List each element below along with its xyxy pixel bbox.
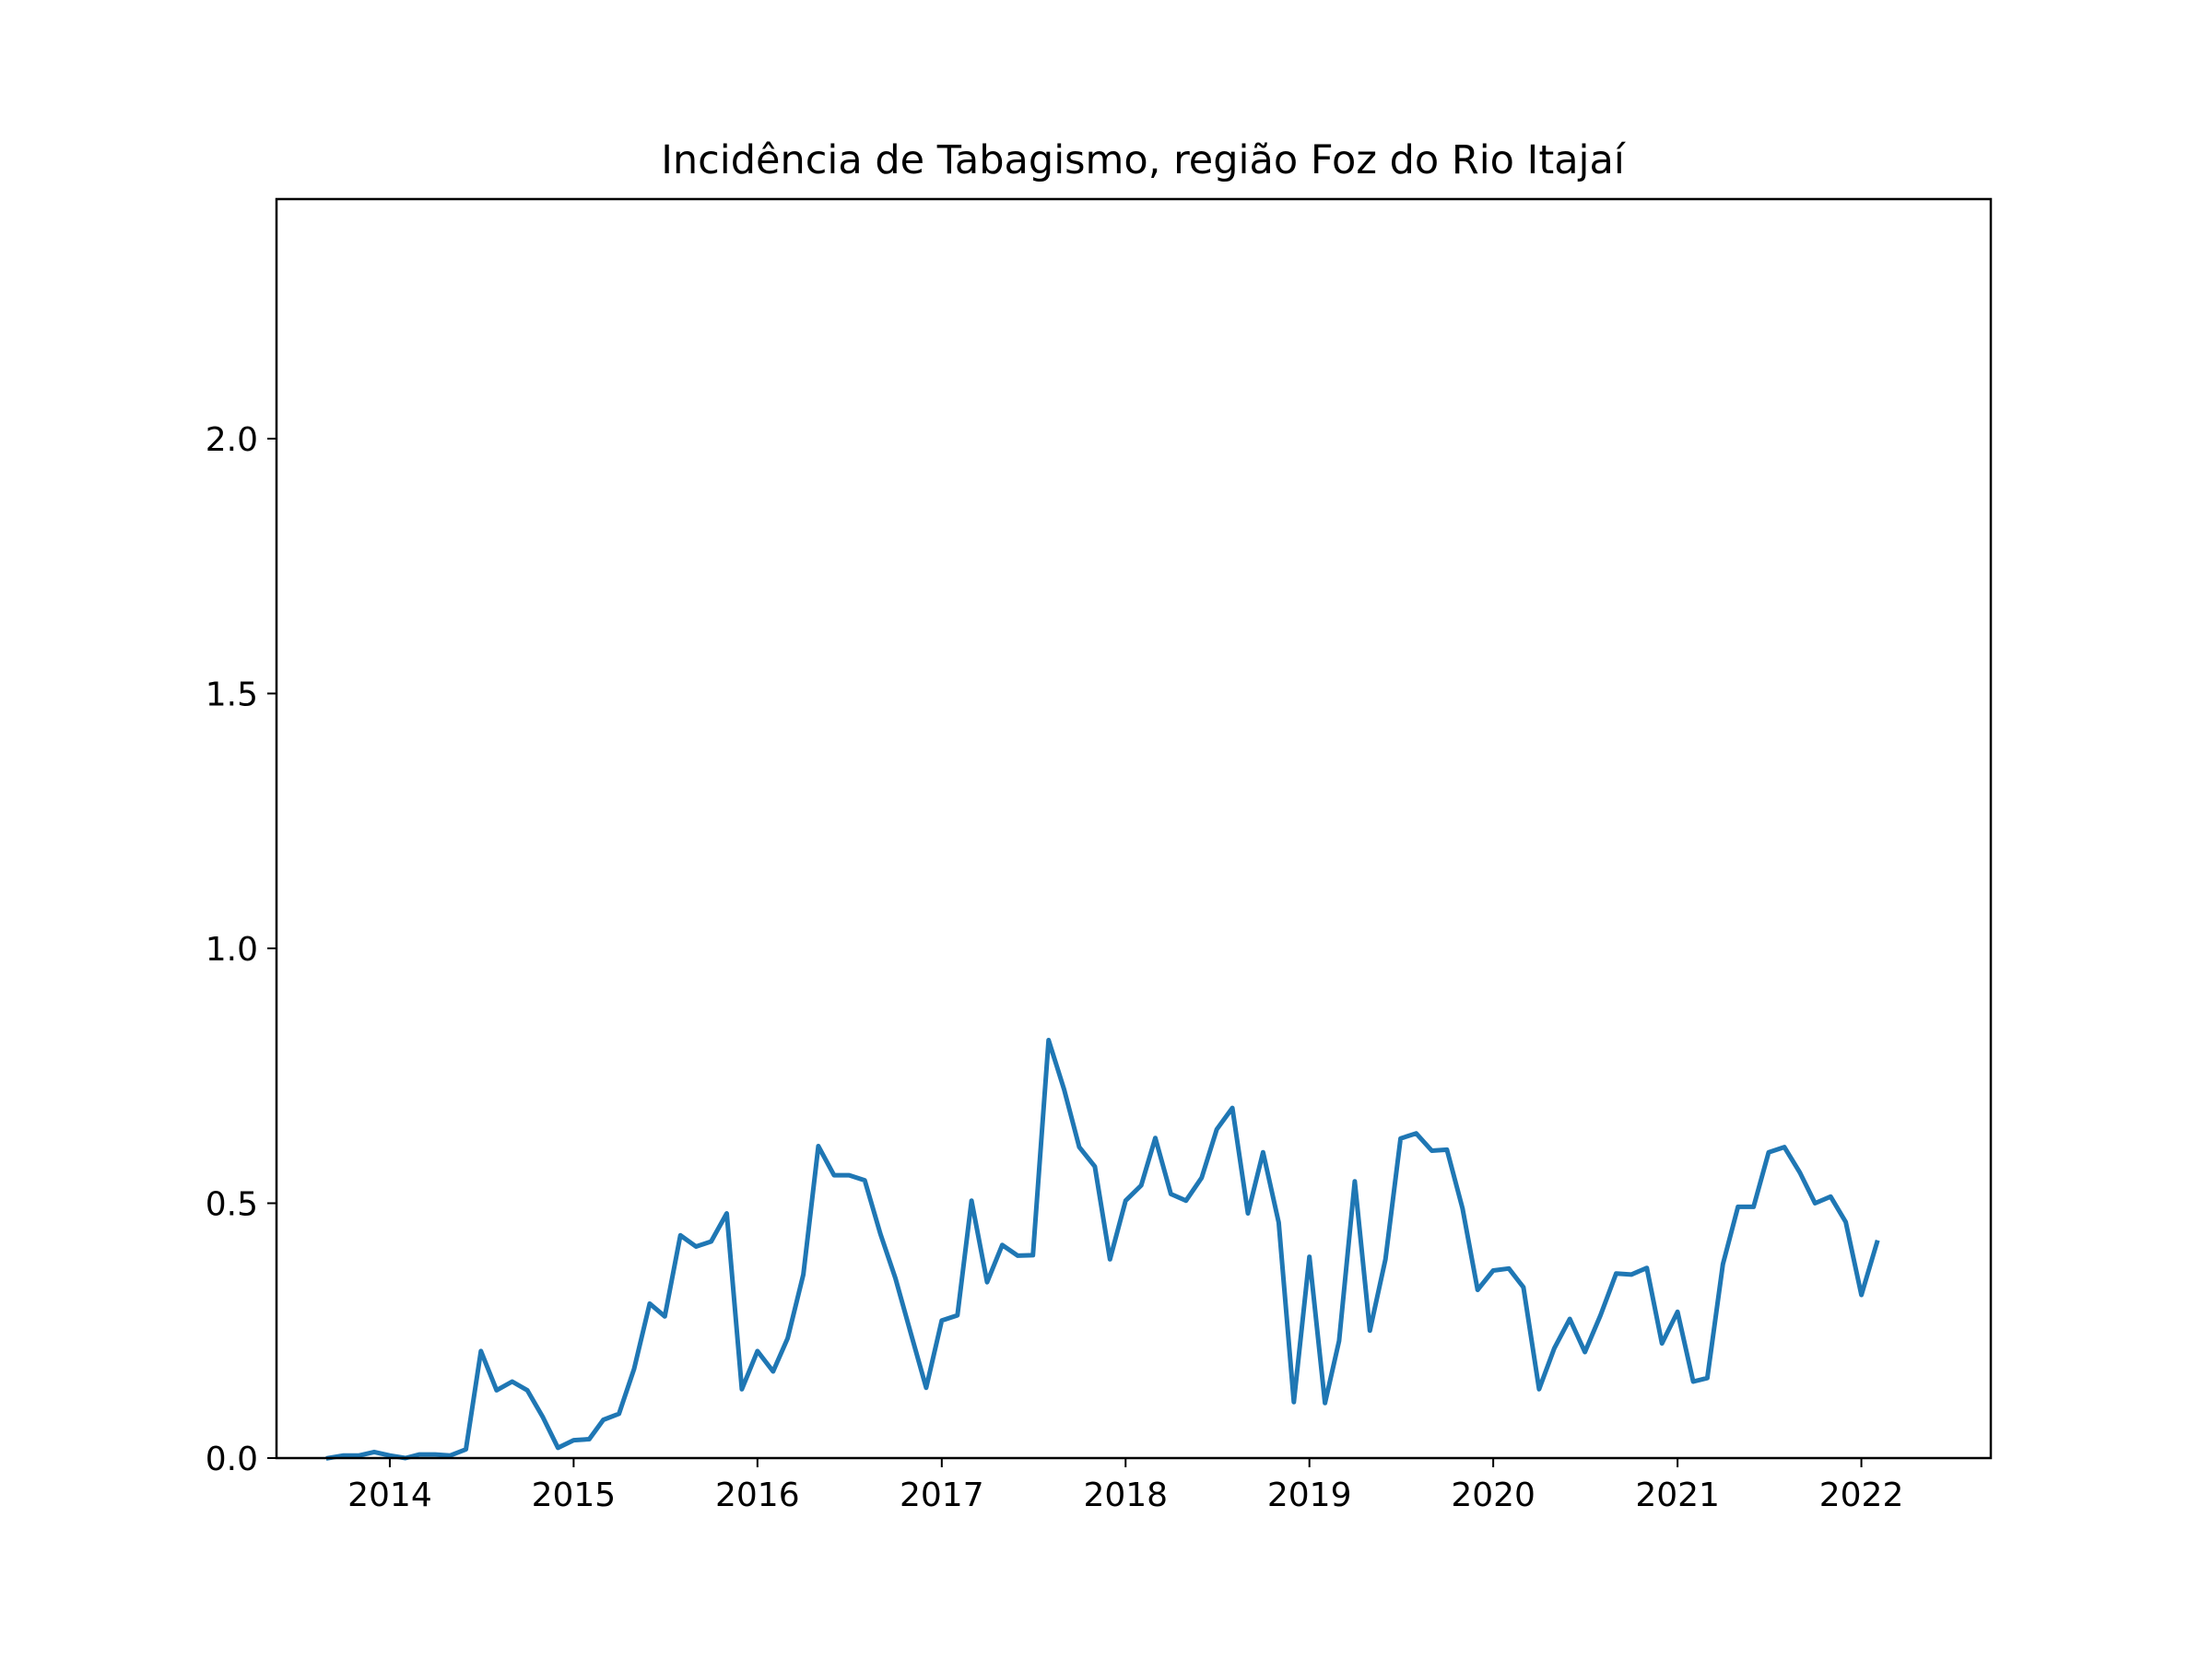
x-tick-label: 2014 (347, 1477, 432, 1514)
y-tick-label: 1.5 (206, 676, 258, 713)
x-tick-label: 2015 (532, 1477, 617, 1514)
y-axis: 0.0 0.5 1.0 1.5 2.0 (206, 421, 276, 1478)
y-tick-label: 1.0 (206, 931, 258, 969)
x-tick-label: 2021 (1635, 1477, 1720, 1514)
chart-title: Incidência de Tabagismo, região Foz do R… (661, 137, 1627, 183)
x-tick-label: 2019 (1267, 1477, 1352, 1514)
x-tick-label: 2017 (900, 1477, 984, 1514)
x-tick-label: 2018 (1083, 1477, 1168, 1514)
y-tick-label: 0.0 (206, 1441, 258, 1478)
y-tick-label: 0.5 (206, 1185, 258, 1223)
x-tick-label: 2020 (1451, 1477, 1535, 1514)
x-tick-label: 2022 (1819, 1477, 1904, 1514)
series-line (325, 1038, 1880, 1461)
x-tick-label: 2016 (715, 1477, 800, 1514)
y-tick-label: 2.0 (206, 421, 258, 459)
plot-frame (275, 197, 1993, 1460)
x-axis: 2014 2015 2016 2017 2018 2019 2020 2021 2022 (347, 1458, 1903, 1514)
